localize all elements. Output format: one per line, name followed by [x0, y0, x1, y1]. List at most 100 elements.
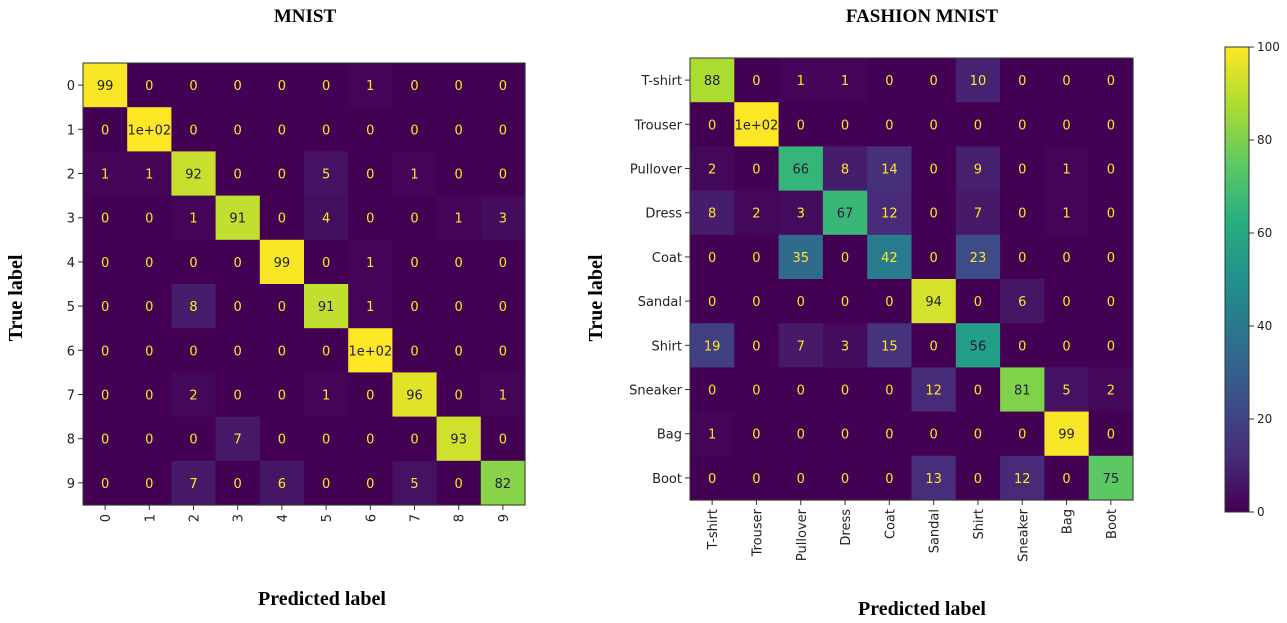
fashion-cell: [1088, 455, 1134, 501]
fashion-cell-value: 1: [1062, 163, 1070, 178]
mnist-cell: [480, 151, 526, 197]
fashion-cell-value: 0: [930, 74, 938, 89]
fashion-cell-value: 0: [1107, 295, 1115, 310]
mnist-x-ticks: 0 1 2 3 4 5 6 7 8 9: [99, 505, 512, 522]
fashion-cell-value: 15: [881, 339, 898, 354]
mnist-cell: [215, 107, 261, 152]
mnist-x-tick-label: 5: [320, 514, 335, 522]
mnist-cell: [127, 195, 172, 241]
mnist-cell: [259, 372, 305, 418]
fashion-cell-value: 0: [752, 74, 760, 89]
fashion-cell: [1000, 58, 1045, 103]
mnist-cell: [171, 195, 217, 241]
fashion-cell-value: 2: [708, 163, 716, 178]
fashion-y-tick-label: T-shirt: [640, 74, 682, 89]
fashion-cell: [778, 234, 824, 280]
fashion-cell-value: 3: [841, 339, 849, 354]
mnist-cell-value: 3: [499, 212, 507, 227]
fashion-x-tick-label: Sandal: [928, 509, 943, 553]
mnist-cell: [304, 460, 349, 506]
mnist-cell: [83, 416, 128, 462]
fashion-cell-value: 35: [792, 251, 809, 266]
fashion-cell-value: 3: [797, 207, 805, 222]
mnist-cell: [392, 195, 438, 241]
fashion-cell-value: 7: [974, 207, 982, 222]
mnist-cell: [436, 239, 482, 285]
fashion-cell-value: 0: [930, 428, 938, 443]
mnist-cell: [348, 239, 393, 285]
fashion-cell-value: 12: [881, 207, 898, 222]
fashion-cell-value: 0: [974, 472, 982, 487]
colorbar-tick-label: 80: [1257, 133, 1272, 147]
mnist-cell-value: 0: [278, 344, 286, 359]
fashion-cell-value: 6: [1018, 295, 1026, 310]
mnist-cell-value: 0: [366, 168, 374, 183]
fashion-cell: [955, 190, 1001, 236]
fashion-cell: [734, 367, 780, 413]
mnist-y-tick-label: 1: [67, 123, 75, 138]
mnist-cell: [259, 239, 305, 285]
fashion-x-tick-label: Bag: [1061, 509, 1076, 534]
fashion-cell-value: 0: [885, 295, 893, 310]
colorbar-tick-label: 60: [1257, 226, 1272, 240]
mnist-cell-value: 0: [455, 168, 463, 183]
fashion-cell: [690, 323, 735, 368]
mnist-cell-value: 0: [278, 79, 286, 94]
fashion-cell: [690, 455, 735, 501]
mnist-cell: [259, 151, 305, 197]
mnist-cell-value: 0: [234, 389, 242, 404]
fashion-cell-value: 0: [1107, 74, 1115, 89]
mnist-cell-value: 0: [101, 256, 109, 271]
fashion-cell: [822, 234, 868, 280]
fashion-cell-value: 0: [1018, 428, 1026, 443]
mnist-cell-value: 0: [278, 168, 286, 183]
fashion-cell: [822, 146, 868, 192]
fashion-cell: [867, 102, 913, 147]
fashion-title: FASHION MNIST: [846, 6, 999, 27]
fashion-cell: [955, 146, 1001, 192]
mnist-y-tick-label: 2: [67, 168, 75, 183]
mnist-cell: [171, 460, 217, 506]
fashion-cell: [822, 58, 868, 103]
fashion-cell: [690, 190, 735, 236]
fashion-cell-value: 66: [792, 163, 809, 178]
mnist-cell: [348, 460, 393, 506]
fashion-cell-value: 0: [841, 118, 849, 133]
mnist-x-tick-label: 8: [453, 514, 468, 522]
fashion-cell-value: 75: [1103, 472, 1120, 487]
mnist-cell: [127, 372, 172, 418]
mnist-cell: [392, 328, 438, 373]
fashion-cell: [911, 367, 957, 413]
mnist-cell-value: 1e+02: [127, 123, 171, 138]
mnist-y-tick-label: 8: [67, 433, 75, 448]
mnist-cell-value: 0: [499, 300, 507, 315]
fashion-cell-value: 19: [704, 339, 721, 354]
mnist-cell: [304, 195, 349, 241]
mnist-cell: [392, 239, 438, 285]
mnist-cell-value: 0: [278, 389, 286, 404]
fashion-cell: [734, 279, 780, 324]
mnist-cell-value: 1: [145, 168, 153, 183]
fashion-cell-value: 0: [797, 118, 805, 133]
mnist-cell: [348, 328, 393, 373]
fashion-cell-value: 0: [1107, 428, 1115, 443]
mnist-cell-value: 0: [234, 477, 242, 492]
fashion-cell-value: 0: [752, 472, 760, 487]
fashion-cell: [822, 102, 868, 147]
mnist-cell: [83, 63, 128, 108]
fashion-cell-value: 1: [1062, 207, 1070, 222]
mnist-y-tick-label: 9: [67, 477, 75, 492]
fashion-cell-value: 0: [930, 163, 938, 178]
fashion-cell: [734, 455, 780, 501]
mnist-cell-value: 0: [322, 477, 330, 492]
fashion-cell: [867, 146, 913, 192]
mnist-cell-value: 0: [499, 433, 507, 448]
fashion-cell-value: 0: [797, 428, 805, 443]
mnist-cell: [127, 107, 172, 152]
mnist-cell-value: 0: [366, 389, 374, 404]
fashion-cell: [1000, 323, 1045, 368]
fashion-cell-value: 0: [797, 295, 805, 310]
fashion-cell: [1088, 146, 1134, 192]
mnist-cell: [83, 460, 128, 506]
mnist-cell: [171, 372, 217, 418]
